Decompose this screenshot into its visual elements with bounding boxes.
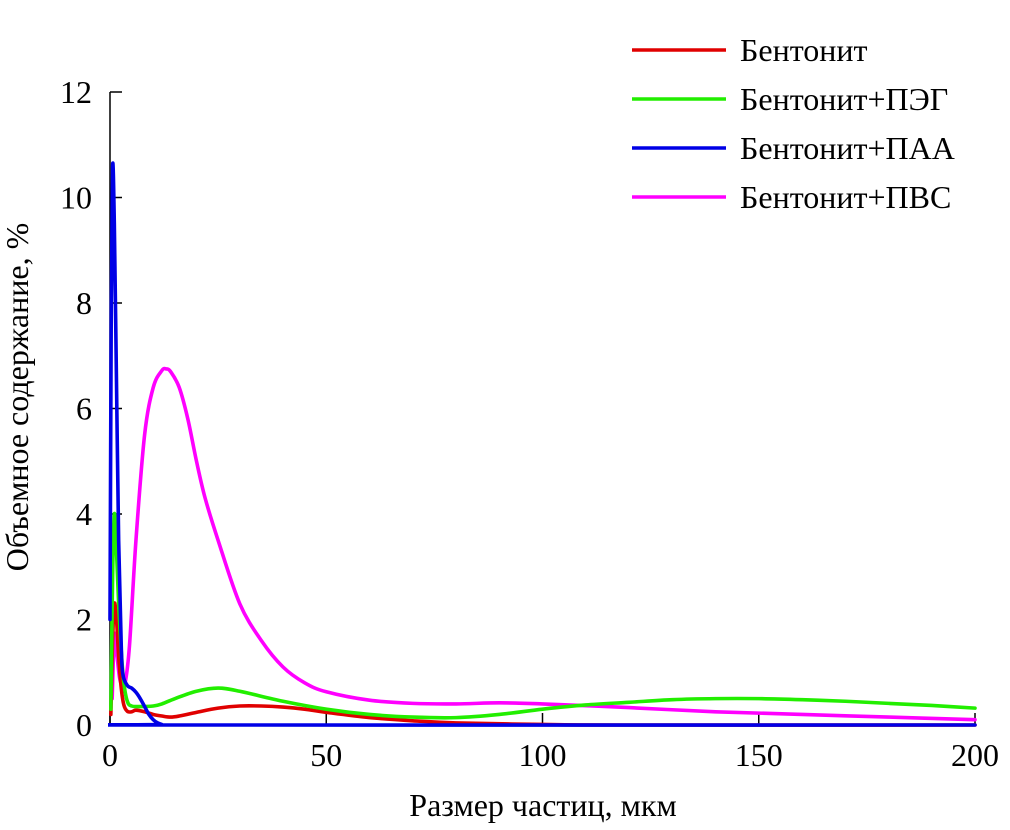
series-line-4 [110,366,977,722]
legend: Бентонит Бентонит+ПЭГ Бентонит+ПАА Бентонит… [632,32,955,215]
legend-label-2: Бентонит+ПЭГ [740,81,948,117]
series-line-1 [109,601,977,727]
legend-label-4: Бентонит+ПВС [740,179,951,215]
y-tick-label: 2 [76,602,92,638]
x-axis-title: Размер частиц, мкм [409,787,676,823]
legend-label-1: Бентонит [740,32,868,68]
x-tick-label: 50 [310,737,342,773]
x-tick-label: 200 [951,737,999,773]
legend-label-3: Бентонит+ПАА [740,130,955,166]
y-tick-label: 6 [76,391,92,427]
y-tick-label: 4 [76,496,92,532]
y-tick-label: 12 [60,74,92,110]
y-tick-label: 10 [60,180,92,216]
series-line-2 [109,511,977,720]
series-layer [108,161,977,727]
x-tick-label: 100 [519,737,567,773]
y-tick-label: 8 [76,285,92,321]
x-tick-label: 0 [102,737,118,773]
axes: 0 2 4 6 8 10 12 0 50 100 150 200 [60,74,999,773]
series-line-3 [108,161,977,727]
x-tick-label: 150 [735,737,783,773]
y-axis-title: Объемное содержание, % [0,223,35,572]
y-tick-label: 0 [76,707,92,743]
